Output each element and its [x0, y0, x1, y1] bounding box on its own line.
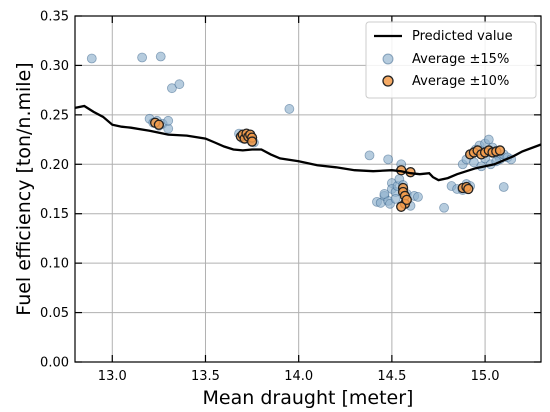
point-avg15	[498, 182, 509, 192]
point-avg15	[86, 53, 97, 64]
x-tick-label: 13.0	[98, 369, 127, 384]
point-avg10	[396, 201, 407, 212]
point-avg15	[167, 83, 177, 94]
y-tick-label: 0.10	[40, 257, 69, 272]
point-avg15	[284, 104, 295, 114]
y-tick-label: 0.15	[40, 207, 69, 222]
point-avg15	[379, 189, 390, 199]
legend-label-15: Average ±15%	[412, 52, 509, 67]
point-avg10	[246, 136, 258, 147]
legend-marker-15	[382, 53, 394, 65]
point-avg15	[364, 150, 375, 161]
point-avg15	[155, 51, 166, 62]
point-avg15	[439, 202, 449, 213]
point-avg10	[494, 145, 506, 156]
y-tick-label: 0.00	[40, 356, 69, 371]
legend-label-predicted: Predicted value	[412, 29, 513, 44]
point-avg10	[401, 194, 412, 206]
plot-frame	[74, 15, 542, 363]
x-tick-label: 13.5	[191, 369, 220, 384]
point-avg15	[163, 115, 174, 126]
legend-label-10: Average ±10%	[412, 74, 509, 89]
y-tick-label: 0.35	[40, 10, 69, 25]
point-avg15	[383, 154, 394, 165]
legend-box	[365, 21, 537, 99]
point-avg15	[483, 134, 494, 145]
y-tick-label: 0.20	[40, 158, 69, 173]
x-axis-label: Mean draught [meter]	[203, 387, 414, 409]
x-tick-label: 14.5	[377, 369, 406, 384]
data-layer	[74, 51, 542, 213]
point-avg10	[463, 183, 474, 195]
legend: Predicted value Average ±15% Average ±10…	[365, 21, 537, 99]
axis-ticks: 13.0 13.5 14.0 14.5 15.0 0.00 0.05 0.10 0.15 0.20…	[40, 10, 541, 384]
predicted-line	[74, 104, 542, 182]
y-axis-label: Fuel efficiency [ton/n.mile]	[13, 62, 35, 315]
point-avg15	[137, 52, 148, 63]
point-avg15	[174, 79, 185, 90]
y-tick-label: 0.30	[40, 59, 69, 74]
x-tick-label: 15.0	[471, 369, 500, 384]
x-tick-label: 14.0	[284, 369, 313, 384]
y-tick-label: 0.05	[40, 306, 69, 321]
point-avg15	[413, 192, 423, 202]
y-tick-label: 0.25	[40, 108, 69, 123]
legend-marker-10	[382, 75, 394, 87]
point-avg15	[390, 193, 401, 204]
point-avg10	[153, 119, 165, 130]
